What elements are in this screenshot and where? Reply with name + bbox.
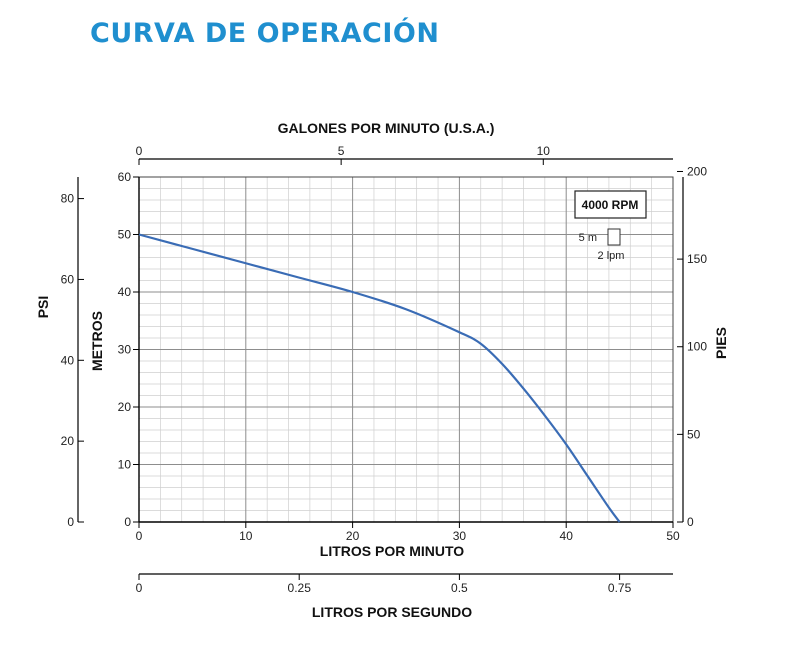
top-tick-label: 5	[338, 144, 345, 158]
psi-tick-label: 0	[67, 515, 74, 529]
legend-scale-height-label: 5 m	[579, 232, 597, 244]
bottom-outer-tick-label: 0	[136, 581, 143, 595]
psi-tick-label: 40	[61, 353, 75, 367]
legend: 4000 RPM 5 m 2 lpm	[574, 190, 647, 262]
y-tick-label: 10	[118, 458, 132, 472]
legend-rpm-label: 4000 RPM	[582, 198, 639, 212]
psi-axis-title: PSI	[35, 296, 51, 319]
right-axis-title: PIES	[713, 327, 729, 359]
top-tick-label: 0	[136, 144, 143, 158]
right-tick-label: 200	[687, 164, 707, 178]
x-tick-label: 30	[453, 529, 467, 543]
psi-tick-label: 80	[61, 192, 75, 206]
right-tick-label: 150	[687, 252, 707, 266]
top-axis-title: GALONES POR MINUTO (U.S.A.)	[278, 120, 495, 136]
top-tick-label: 10	[537, 144, 551, 158]
x-axis-title: LITROS POR MINUTO	[320, 543, 465, 559]
bottom-outer-axis-title: LITROS POR SEGUNDO	[312, 604, 472, 620]
psi-tick-label: 20	[61, 434, 75, 448]
x-tick-label: 0	[136, 529, 143, 543]
x-tick-label: 50	[666, 529, 680, 543]
bottom-outer-tick-label: 0.5	[451, 581, 468, 595]
major-grid	[139, 177, 673, 522]
x-tick-label: 40	[560, 529, 574, 543]
right-tick-label: 0	[687, 515, 694, 529]
x-tick-label: 10	[239, 529, 253, 543]
y-tick-label: 50	[118, 228, 132, 242]
legend-scale-width-label: 2 lpm	[598, 250, 625, 262]
page-title: CURVA DE OPERACIÓN	[90, 18, 440, 49]
y-tick-label: 30	[118, 343, 132, 357]
x-tick-label: 20	[346, 529, 360, 543]
y-tick-label: 60	[118, 170, 132, 184]
right-tick-label: 50	[687, 427, 701, 441]
axes	[77, 158, 684, 575]
legend-box	[574, 190, 647, 219]
bottom-outer-tick-label: 0.75	[608, 581, 632, 595]
bottom-outer-tick-label: 0.25	[288, 581, 312, 595]
series-layer	[138, 233, 621, 523]
y-tick-label: 40	[118, 285, 132, 299]
y-tick-label: 0	[124, 515, 131, 529]
y-tick-label: 20	[118, 400, 132, 414]
psi-tick-label: 60	[61, 272, 75, 286]
right-tick-label: 100	[687, 340, 707, 354]
operating-curve-line	[138, 233, 621, 523]
legend-scale-box	[607, 228, 621, 246]
y-axis-title: METROS	[89, 311, 105, 371]
